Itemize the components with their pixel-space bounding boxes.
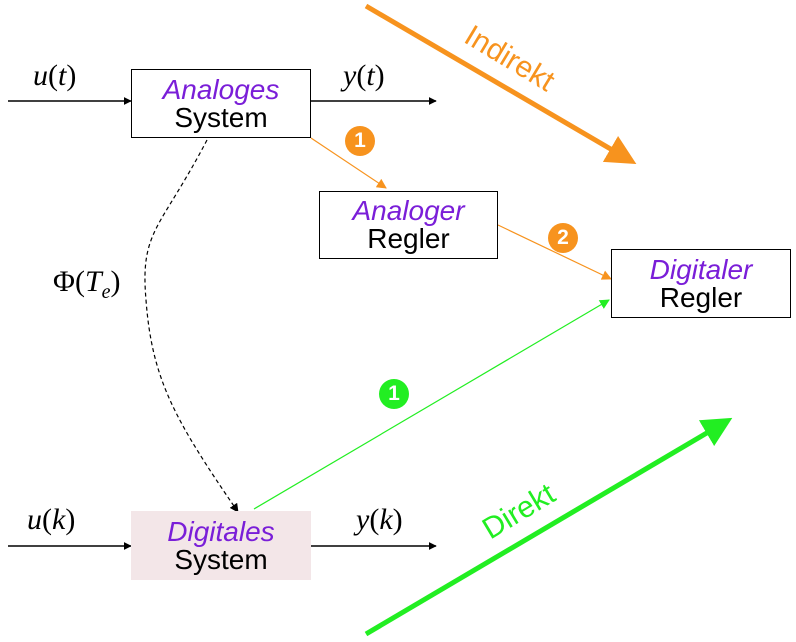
analog-controller-subtitle: Regler	[367, 225, 449, 253]
digital-controller-title: Digitaler	[650, 256, 753, 284]
arrow-green-step1	[254, 300, 609, 509]
arrow-indirekt	[366, 6, 626, 158]
step-badge-green-1: 1	[379, 379, 409, 409]
transition-phi-label: Φ(Te)	[53, 265, 121, 304]
step-badge-orange-1: 1	[345, 126, 375, 156]
digital-system-block: Digitales System	[131, 511, 311, 580]
step-badge-orange-2: 2	[548, 223, 578, 253]
digital-system-title: Digitales	[167, 518, 274, 546]
analog-system-title: Analoges	[163, 76, 280, 104]
signal-u-t-label: u(t)	[33, 59, 76, 93]
digital-controller-block: Digitaler Regler	[611, 249, 791, 318]
signal-y-k-label: y(k)	[356, 503, 403, 537]
signal-u-k-label: u(k)	[27, 503, 75, 537]
analog-system-subtitle: System	[174, 104, 267, 132]
analog-controller-title: Analoger	[352, 197, 464, 225]
signal-y-t-label: y(t)	[343, 59, 385, 93]
discretization-dashed-arrow	[145, 140, 238, 512]
arrow-direkt	[366, 424, 722, 634]
analog-controller-block: Analoger Regler	[319, 191, 498, 259]
analog-system-block: Analoges System	[131, 69, 311, 138]
digital-controller-subtitle: Regler	[660, 284, 742, 312]
digital-system-subtitle: System	[174, 546, 267, 574]
